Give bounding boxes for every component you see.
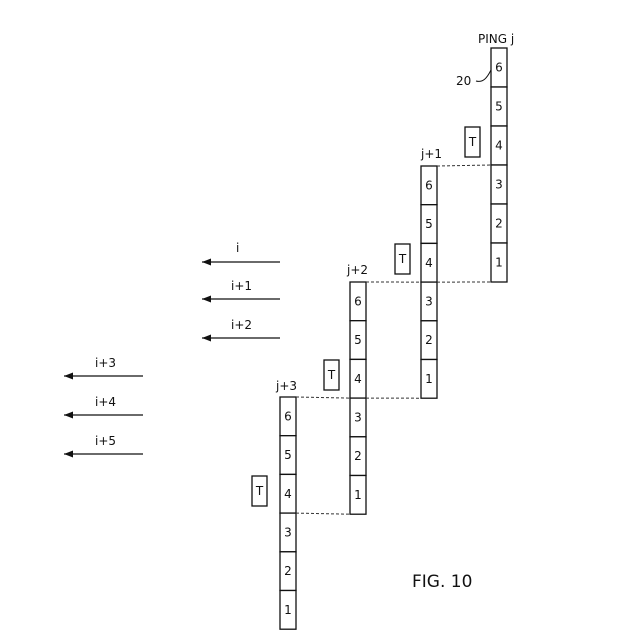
ping-cell-number: 4: [495, 139, 503, 153]
arrow: i+4: [64, 395, 143, 419]
arrow: i+2: [202, 318, 280, 342]
t-box-label: T: [327, 368, 336, 382]
ping-cell-number: 5: [425, 217, 433, 231]
arrow-head-icon: [64, 450, 73, 458]
t-box-label: T: [398, 252, 407, 266]
ping-label: j+2: [346, 263, 368, 277]
ping-cell-number: 1: [425, 372, 433, 386]
arrow: i: [202, 241, 280, 266]
ping-cell-number: 4: [284, 487, 292, 501]
figure-label: FIG. 10: [412, 572, 472, 592]
ping-cell-number: 6: [425, 178, 433, 192]
ping-cell: [279, 589, 297, 630]
arrow-label: i: [236, 241, 239, 255]
dashed-connector-line: [436, 164, 492, 167]
ping-label: j+1: [420, 147, 442, 161]
reference-leader-line: [475, 69, 492, 82]
ping-label: j+3: [275, 379, 297, 393]
ping-column: PING j 6 5 4 3 2 1 T: [464, 32, 514, 283]
arrows-group: i i+1 i+2 i+3 i+4 i+5: [64, 241, 280, 458]
ping-cell-number: 2: [495, 217, 503, 231]
reference-numeral: 20: [456, 74, 471, 88]
t-box-label: T: [255, 484, 264, 498]
arrow-label: i+5: [95, 434, 116, 448]
t-box: [323, 359, 340, 391]
ping-cell-number: 4: [425, 256, 433, 270]
arrow-head-icon: [64, 372, 73, 380]
arrow-head-icon: [202, 295, 211, 303]
t-box: [251, 475, 268, 507]
arrow-label: i+4: [95, 395, 116, 409]
ping-cell-number: 6: [354, 294, 362, 308]
arrow: i+1: [202, 279, 280, 303]
dashed-connectors: [295, 164, 492, 515]
ping-cell-number: 1: [495, 256, 503, 270]
ping-cell-number: 2: [425, 333, 433, 347]
ping-cell-number: 4: [354, 372, 362, 386]
ping-cell: [490, 242, 508, 283]
ping-cell-number: 2: [284, 564, 292, 578]
ping-cell-number: 1: [354, 488, 362, 502]
t-box: [464, 126, 481, 158]
arrow-label: i+1: [231, 279, 252, 293]
ping-column: j+1 6 5 4 3 2 1 T: [394, 147, 442, 399]
arrow-label: i+3: [95, 356, 116, 370]
arrow-head-icon: [202, 258, 211, 266]
dashed-connector-line: [295, 396, 351, 399]
ping-cell-number: 6: [284, 409, 292, 423]
ping-cell-number: 5: [354, 333, 362, 347]
ping-cell-number: 3: [495, 178, 503, 192]
ping-cell: [420, 358, 438, 399]
arrow-head-icon: [202, 334, 211, 342]
ping-cell-number: 6: [495, 61, 503, 75]
arrow: i+5: [64, 434, 143, 458]
ping-columns: PING j 6 5 4 3 2 1 Tj+1 6 5 4 3 2 1 Tj+2 6 5 4 3 2 1 Tj+3 6 5 4 3…: [251, 32, 514, 630]
ping-cell-number: 3: [354, 410, 362, 424]
ping-cell-number: 5: [284, 448, 292, 462]
ping-cell-number: 1: [284, 603, 292, 617]
t-box: [394, 243, 411, 275]
arrow-label: i+2: [231, 318, 252, 332]
dashed-connector-line: [295, 512, 351, 515]
t-box-label: T: [468, 135, 477, 149]
arrow: i+3: [64, 356, 143, 380]
ping-column: j+3 6 5 4 3 2 1 T: [251, 379, 297, 630]
ping-cell-number: 3: [284, 525, 292, 539]
ping-cell: [349, 474, 367, 515]
ping-column: j+2 6 5 4 3 2 1 T: [323, 263, 368, 515]
ping-label: PING j: [478, 32, 514, 46]
ping-cell-number: 2: [354, 449, 362, 463]
ping-cell-number: 3: [425, 294, 433, 308]
ping-cell-number: 5: [495, 100, 503, 114]
arrow-head-icon: [64, 411, 73, 419]
